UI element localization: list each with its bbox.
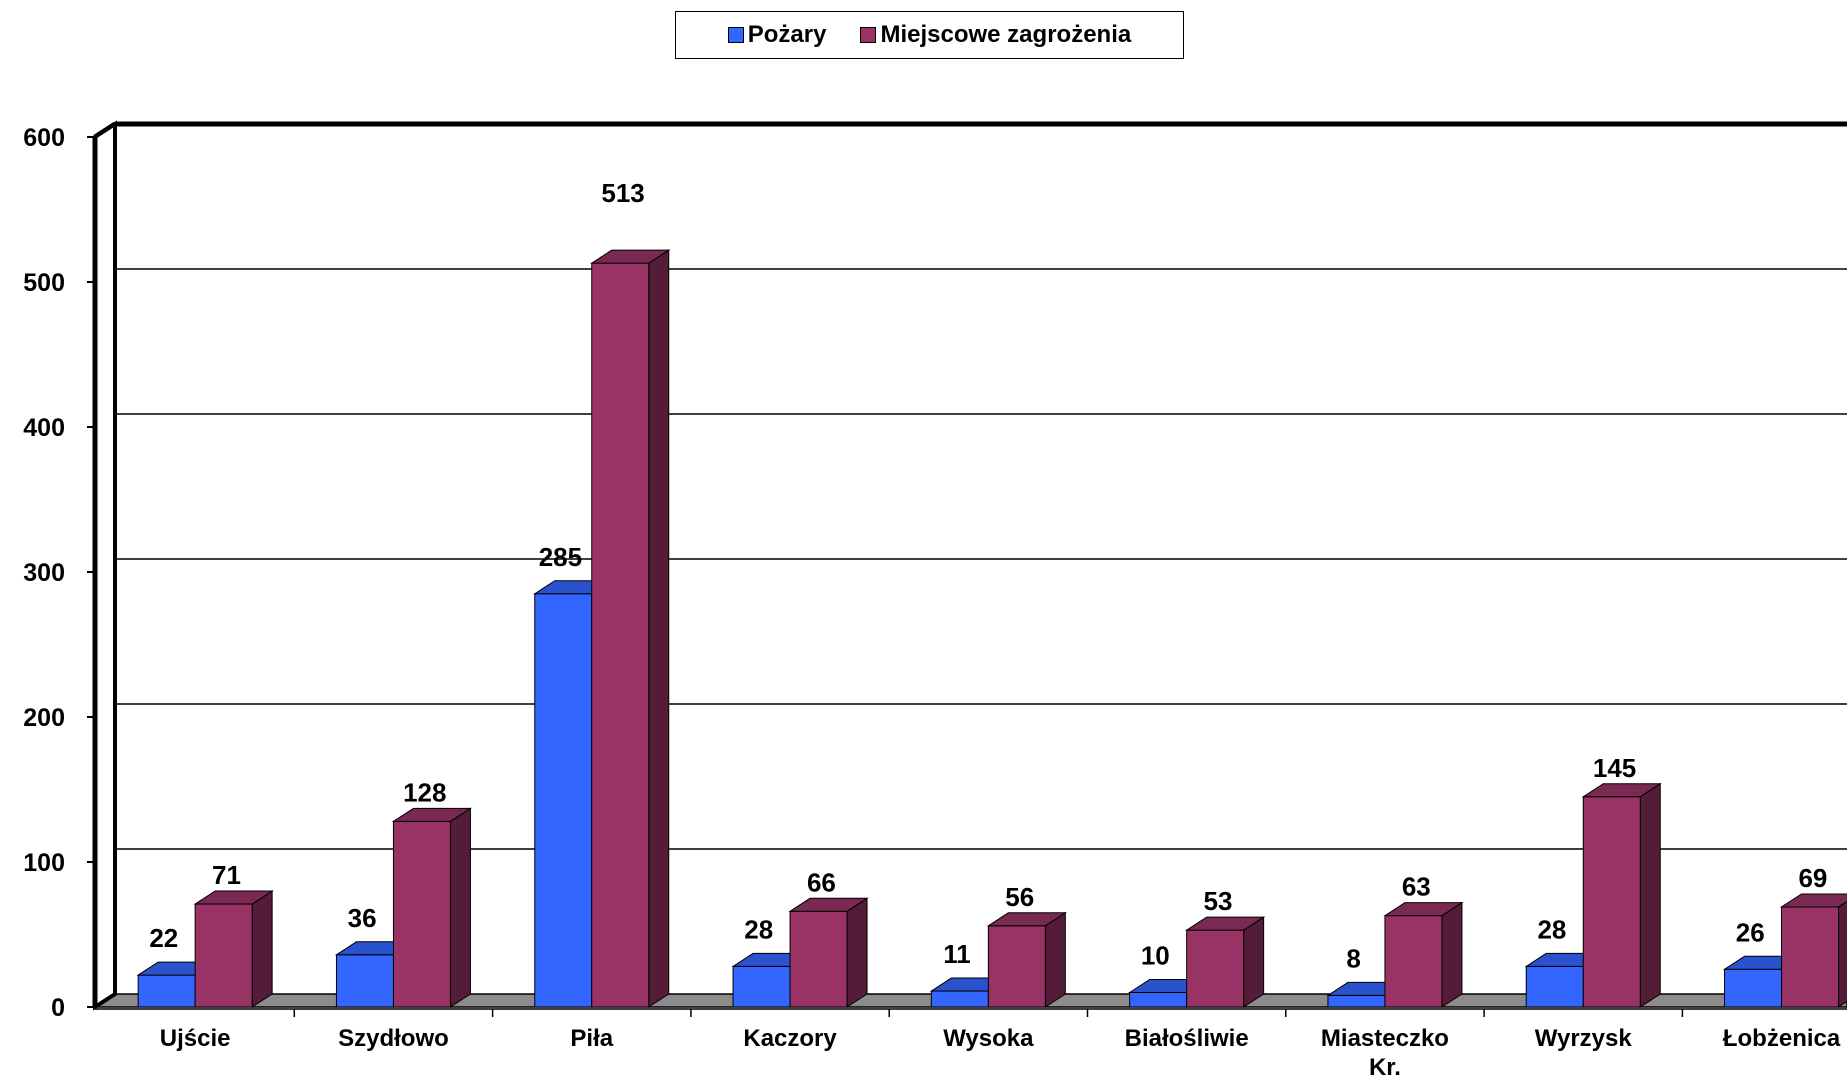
data-label-miejscowe-zagrozenia-6: 63 — [1402, 872, 1431, 902]
bar-top-miejscowe-zagrozenia-6 — [1383, 902, 1464, 917]
data-label-miejscowe-zagrozenia-4: 56 — [1005, 882, 1034, 912]
category-label-5: Białośliwie — [1125, 1025, 1249, 1052]
data-label-pozary-7: 28 — [1537, 914, 1566, 944]
bar-side-miejscowe-zagrozenia-0 — [251, 890, 273, 1008]
data-label-miejscowe-zagrozenia-2: 513 — [601, 178, 644, 208]
data-label-miejscowe-zagrozenia-8: 69 — [1798, 863, 1827, 893]
side-wall — [93, 120, 117, 1011]
legend-label-pozary: Pożary — [747, 21, 827, 48]
bar-top-miejscowe-zagrozenia-1 — [391, 807, 473, 822]
bar-top-miejscowe-zagrozenia-5 — [1184, 916, 1266, 931]
legend-label-miejscowe-zagrozenia: Miejscowe zagrożenia — [880, 21, 1132, 48]
data-label-pozary-2: 285 — [539, 542, 582, 572]
bar-miejscowe-zagrozenia-0 — [194, 903, 253, 1008]
data-label-pozary-6: 8 — [1346, 943, 1360, 973]
bar-top-miejscowe-zagrozenia-7 — [1581, 783, 1662, 798]
category-label-3: Kaczory — [743, 1025, 837, 1052]
bar-miejscowe-zagrozenia-7 — [1582, 796, 1641, 1008]
bar-top-miejscowe-zagrozenia-8 — [1779, 893, 1847, 908]
y-tick-label-100: 100 — [23, 849, 65, 877]
bar-pozary-2 — [534, 593, 593, 1008]
legend-swatch-miejscowe-zagrozenia — [860, 27, 877, 43]
legend-item-miejscowe-zagrozenia: Miejscowe zagrożenia — [860, 21, 1131, 49]
category-label-4: Wysoka — [943, 1025, 1034, 1052]
category-label-0: Ujście — [160, 1025, 231, 1052]
chart-legend: Pożary Miejscowe zagrożenia — [675, 11, 1184, 59]
data-label-miejscowe-zagrozenia-7: 145 — [1593, 753, 1636, 783]
legend-item-pozary: Pożary — [727, 21, 827, 49]
category-label-8: Łobżenica — [1723, 1025, 1841, 1052]
data-label-miejscowe-zagrozenia-1: 128 — [403, 777, 446, 807]
bar-side-miejscowe-zagrozenia-3 — [846, 897, 868, 1008]
bar-side-miejscowe-zagrozenia-6 — [1441, 901, 1463, 1008]
data-label-miejscowe-zagrozenia-3: 66 — [807, 867, 836, 897]
data-label-miejscowe-zagrozenia-0: 71 — [212, 860, 241, 890]
bar-side-miejscowe-zagrozenia-2 — [648, 249, 670, 1008]
y-tick-label-200: 200 — [23, 704, 65, 732]
y-tick-label-500: 500 — [23, 269, 65, 297]
data-label-miejscowe-zagrozenia-5: 53 — [1204, 886, 1233, 916]
data-label-pozary-0: 22 — [149, 923, 178, 953]
data-label-pozary-1: 36 — [348, 903, 377, 933]
bar-pozary-4 — [930, 990, 989, 1008]
bar-pozary-7 — [1525, 965, 1584, 1008]
data-label-pozary-3: 28 — [744, 914, 773, 944]
data-label-pozary-8: 26 — [1736, 917, 1765, 947]
bar-side-miejscowe-zagrozenia-8 — [1838, 900, 1847, 1008]
bar-side-miejscowe-zagrozenia-5 — [1243, 916, 1265, 1008]
bar-top-miejscowe-zagrozenia-2 — [590, 249, 671, 264]
bar-pozary-1 — [335, 954, 394, 1008]
category-label-7: Wyrzysk — [1535, 1025, 1633, 1052]
bar-top-miejscowe-zagrozenia-4 — [986, 912, 1068, 927]
bar-miejscowe-zagrozenia-6 — [1384, 915, 1443, 1008]
y-tick-label-600: 600 — [23, 124, 65, 152]
bar-side-miejscowe-zagrozenia-1 — [449, 807, 471, 1008]
bar-pozary-5 — [1129, 992, 1188, 1008]
bar-pozary-3 — [732, 965, 791, 1008]
y-tick-label-300: 300 — [23, 559, 65, 587]
bar-miejscowe-zagrozenia-1 — [392, 820, 451, 1008]
category-label-2: Piła — [570, 1025, 613, 1052]
bar-top-miejscowe-zagrozenia-0 — [193, 890, 274, 905]
bar-pozary-6 — [1327, 994, 1386, 1008]
y-tick-label-0: 0 — [51, 994, 65, 1022]
category-label-6: Miasteczko Kr. — [1321, 1025, 1449, 1080]
category-label-1: Szydłowo — [338, 1025, 449, 1052]
y-tick-label-400: 400 — [23, 414, 65, 442]
bar-miejscowe-zagrozenia-3 — [789, 910, 848, 1008]
bar-miejscowe-zagrozenia-2 — [591, 262, 650, 1008]
bar-miejscowe-zagrozenia-4 — [987, 925, 1046, 1008]
bar-side-miejscowe-zagrozenia-4 — [1044, 911, 1066, 1008]
bar-pozary-8 — [1724, 968, 1783, 1008]
data-label-pozary-5: 10 — [1141, 941, 1170, 971]
bar-pozary-0 — [137, 974, 196, 1008]
bar-miejscowe-zagrozenia-5 — [1186, 929, 1245, 1008]
bar-top-miejscowe-zagrozenia-3 — [788, 897, 869, 912]
data-label-pozary-4: 11 — [943, 939, 971, 969]
bar-miejscowe-zagrozenia-8 — [1781, 906, 1840, 1008]
legend-swatch-pozary — [727, 27, 744, 43]
bar-side-miejscowe-zagrozenia-7 — [1639, 782, 1661, 1008]
